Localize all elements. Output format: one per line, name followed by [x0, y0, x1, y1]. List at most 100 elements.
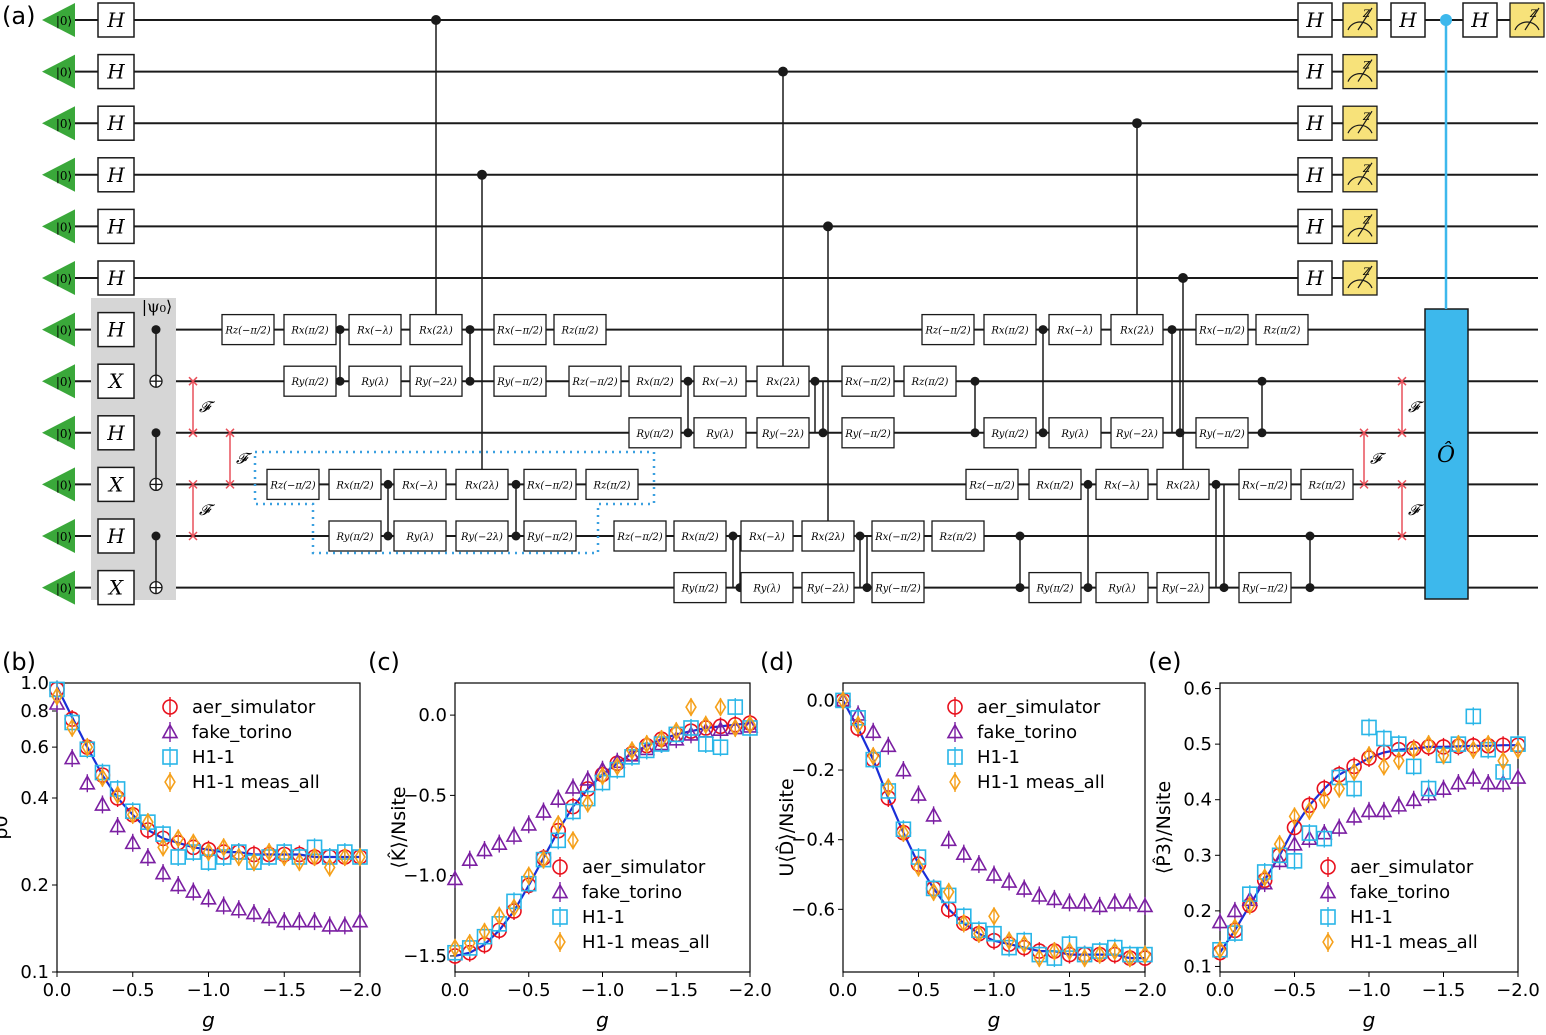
- legend-entry: fake_torino: [1350, 882, 1450, 903]
- rotation-gate-label: Ry(−π/2): [844, 429, 891, 440]
- hadamard-gate-label: H: [106, 163, 125, 187]
- marker-meas-all: [1512, 740, 1524, 760]
- legend-entry: aer_simulator: [1350, 857, 1474, 878]
- x-tick-label: −0.5: [897, 980, 941, 1001]
- rotation-gate: [921, 313, 975, 346]
- rotation-gate: [903, 365, 957, 397]
- marker-torino: [1494, 774, 1512, 790]
- marker-meas-all: [552, 814, 565, 834]
- measure-arc: [1347, 21, 1373, 31]
- marker-meas-all: [1214, 940, 1226, 960]
- measure-needle: [1357, 214, 1373, 237]
- rotation-gate: [871, 571, 925, 604]
- rotation-gate-label: Ry(−2λ): [806, 584, 849, 595]
- rotation-gate-label: Rz(π/2): [561, 326, 599, 337]
- init-triangle: [42, 364, 75, 399]
- rotation-gate: [1195, 417, 1249, 449]
- marker-torino: [970, 855, 988, 871]
- rotation-gate-label: Ry(−2λ): [761, 429, 804, 440]
- hadamard-gate-label: H: [1305, 266, 1324, 290]
- y-tick-label: 0.0: [418, 705, 447, 726]
- x-tick-label: −1.5: [654, 980, 698, 1001]
- rotation-gate: [328, 468, 382, 501]
- measure-needle: [1357, 110, 1373, 134]
- rotation-gate-label: Ry(π/2): [1035, 584, 1073, 595]
- marker-torino: [245, 904, 263, 920]
- marker-torino: [78, 774, 96, 790]
- rotation-gate: [1110, 417, 1164, 449]
- rotation-gate-label: Rz(π/2): [1263, 326, 1301, 337]
- rotation-gate-label: Rx(−π/2): [496, 326, 543, 337]
- measure-label: Z: [1362, 267, 1371, 278]
- measure-arc: [1347, 227, 1373, 237]
- y-axis-label: ⟨K̂⟩/Nsite: [388, 786, 410, 868]
- marker-meas-all: [837, 690, 849, 710]
- marker-meas-all: [670, 721, 683, 741]
- init-state-label: |0⟩: [56, 375, 72, 389]
- y-tick-label: −1.5: [403, 946, 447, 967]
- marker-meas-all: [957, 913, 970, 933]
- chart-panel-2: (d) 0.0 −0.5 −1.0 −1.5 −2.0 −0.6 −0.4 −0.2 0.0 g U⟨…: [760, 648, 1167, 1032]
- rotation-gate: [266, 468, 320, 501]
- marker-torino: [1256, 874, 1274, 890]
- rotation-gate-label: Ry(λ): [705, 429, 733, 440]
- x-tick-label: −1.0: [581, 980, 625, 1001]
- marker-meas-all: [1378, 756, 1390, 776]
- x-tick-label: −1.5: [1422, 980, 1466, 1001]
- x-tick-label: 0.0: [1206, 980, 1235, 1001]
- rotation-gate-label: Ry(−2λ): [460, 532, 503, 543]
- rotation-gate: [841, 365, 895, 397]
- hadamard-gate: [97, 105, 135, 141]
- marker-torino: [535, 802, 552, 818]
- observable-box: [1424, 308, 1469, 600]
- legend-entry: fake_torino: [977, 722, 1077, 743]
- observable-label: Ô: [1437, 441, 1455, 468]
- measure-needle: [1524, 7, 1540, 31]
- marker-torino: [1319, 883, 1337, 899]
- rotation-gate: [455, 468, 509, 501]
- rotation-gate-label: Rz(−π/2): [616, 532, 662, 543]
- marker-torino: [955, 844, 973, 861]
- marker-meas-all: [537, 850, 550, 870]
- measure-label: Z: [1362, 215, 1371, 226]
- rotation-gate-label: Ry(π/2): [680, 584, 718, 595]
- rotation-gate: [931, 520, 985, 552]
- marker-h1: [552, 909, 568, 925]
- x-tick-label: −0.5: [111, 980, 155, 1001]
- hadamard-gate: [97, 415, 135, 451]
- control-dot: [823, 221, 833, 232]
- y-tick-label: 0.8: [20, 701, 49, 722]
- control-dot: [465, 325, 475, 335]
- swap-label: 𝓕: [236, 450, 253, 468]
- marker-meas-all: [1348, 762, 1360, 782]
- chart-panel-1: (c) 0.0 −0.5 −1.0 −1.5 −2.0 −1.5 −1.0 −0.5 0.0 g ⟨K…: [368, 648, 772, 1032]
- marker-torino: [169, 876, 187, 892]
- rotation-gate: [871, 520, 925, 552]
- measure-arc: [1514, 21, 1540, 31]
- init-state-label: |0⟩: [56, 530, 72, 544]
- swap-x: [188, 479, 198, 489]
- rotation-gate: [493, 365, 547, 397]
- rotation-gate: [841, 417, 895, 449]
- marker-torino: [925, 806, 942, 822]
- rotation-gate: [1238, 571, 1292, 604]
- marker-h1: [683, 720, 699, 736]
- rotation-gate-label: Rx(−π/2): [844, 377, 891, 388]
- marker-h1: [1391, 736, 1407, 752]
- marker-meas-all: [142, 812, 154, 832]
- marker-torino: [564, 778, 582, 794]
- control-dot: [683, 376, 693, 386]
- control-dot: [335, 325, 345, 335]
- rotation-gate-label: Rx(π/2): [990, 326, 1028, 337]
- rotation-gate-label: Ry(π/2): [290, 377, 328, 388]
- hadamard-gate: [1297, 2, 1333, 38]
- marker-meas-all: [172, 828, 185, 848]
- measure-needle: [1357, 162, 1373, 186]
- rotation-gate-label: Ry(−2λ): [1115, 429, 1158, 440]
- rotation-gate-label: Ry(−2λ): [1161, 584, 1204, 595]
- x-gate: [97, 466, 135, 503]
- marker-aer: [1320, 859, 1336, 875]
- hadamard-gate: [97, 157, 135, 193]
- marker-torino: [154, 864, 172, 880]
- marker-torino: [1435, 779, 1452, 795]
